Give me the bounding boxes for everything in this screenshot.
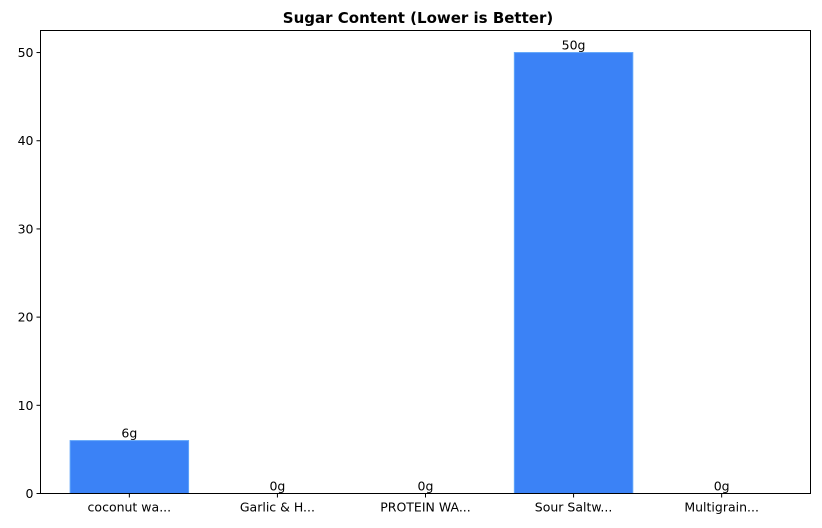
data-label: 0g — [418, 479, 434, 494]
x-tick-label: Sour Saltw... — [535, 500, 613, 515]
y-tick-label: 40 — [18, 133, 34, 148]
bar — [69, 440, 190, 495]
y-tick-label: 50 — [18, 45, 34, 60]
plot-frame — [40, 30, 811, 494]
bars-group — [69, 52, 634, 495]
bar — [513, 52, 634, 495]
x-tick-label: PROTEIN WA... — [380, 500, 471, 515]
x-tick-label: Garlic & H... — [240, 500, 315, 515]
data-label: 6g — [121, 426, 137, 441]
x-axis: coconut wa... Garlic & H... PROTEIN WA... S… — [88, 493, 759, 515]
y-tick-label: 10 — [18, 398, 34, 413]
x-tick-label: Multigrain... — [684, 500, 759, 515]
y-tick-label: 20 — [18, 310, 34, 325]
data-label: 0g — [269, 479, 285, 494]
data-label: 50g — [562, 38, 586, 53]
chart-title: Sugar Content (Lower is Better) — [283, 9, 553, 27]
x-tick-label: coconut wa... — [88, 500, 172, 515]
data-label: 0g — [714, 479, 730, 494]
y-axis: 0 10 20 30 40 50 — [18, 45, 41, 501]
y-tick-label: 0 — [26, 486, 34, 501]
y-tick-label: 30 — [18, 221, 34, 236]
data-labels-group: 6g 0g 0g 50g 0g — [121, 38, 729, 494]
